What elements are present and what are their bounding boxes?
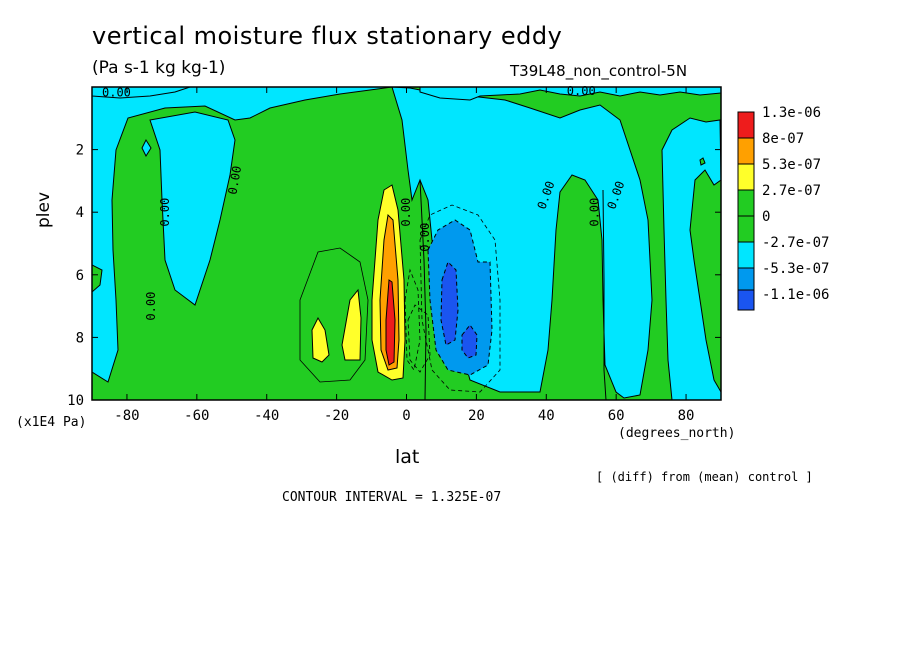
colorbar-legend: 1.3e-06 8e-07 5.3e-07 2.7e-07 0 -2.7e-07 -5.3e… [737,105,829,311]
positive-lobe-mid [341,288,362,361]
positive-island-nh [699,157,706,166]
colorbar-swatch [737,137,755,165]
negative-region-top [92,87,191,99]
contour-interval: CONTOUR INTERVAL = 1.325E-07 [282,490,502,505]
colorbar-swatch [737,189,755,217]
top-band-contour [419,87,721,101]
x-tick-label: -60 [184,408,209,424]
y-tick-label: 6 [76,268,84,284]
negative-contour-ring-1 [419,204,501,393]
colorbar-swatch [737,111,755,139]
y-tick-label: 10 [67,393,84,409]
colorbar-label: 5.3e-07 [762,157,821,173]
x-tick-label: 60 [608,408,625,424]
negative-region-sh-west [92,87,393,383]
run-label: T39L48_non_control-5N [510,62,688,80]
negative-region-sh-gap [149,111,236,306]
contour-label: 0.00 [158,198,172,227]
negative-contour-ring-2 [404,268,421,371]
y-axis-ticks: 2 4 6 8 10 [67,143,721,409]
negative-core-strong-a [440,261,459,346]
colorbar-swatch [737,241,755,269]
x-tick-label: 20 [468,408,485,424]
contour-label: 0.00 [144,292,158,321]
negative-region-nh-east [661,117,721,400]
contour-label: 0.00 [567,84,596,98]
colorbar-swatch [737,163,755,191]
diff-note: [ (diff) from (mean) control ] [596,470,813,484]
x-axis-label: lat [395,446,420,468]
positive-island-sh [92,264,103,293]
colorbar-label: -2.7e-07 [762,235,829,251]
contour-label: 0.00 [225,165,244,196]
negative-contour-ring-3 [407,304,431,373]
contour-label: 0.00 [102,85,131,99]
y-tick-label: 8 [76,330,84,346]
chart-title: vertical moisture flux stationary eddy [92,22,563,50]
colorbar-label: 2.7e-07 [762,183,821,199]
colorbar-label: -1.1e-06 [762,287,829,303]
chart-units: (Pa s-1 kg kg-1) [92,58,226,78]
x-tick-label: -80 [114,408,139,424]
y-axis-units: (x1E4 Pa) [16,415,87,430]
positive-lobe-west [311,316,330,363]
x-tick-label: 80 [678,408,695,424]
positive-lobe-outline [299,247,369,383]
negative-island-west [141,138,152,158]
contour-label: 0.00 [588,198,602,227]
positive-core-red [385,279,396,366]
negative-core-strong-b [461,324,478,359]
x-tick-label: -20 [324,408,349,424]
colorbar-label: -5.3e-07 [762,261,829,277]
colorbar-swatch [737,215,755,243]
zero-contour-line-b [602,189,607,400]
y-tick-label: 4 [76,205,84,221]
x-tick-label: 40 [538,408,555,424]
contour-label: 0.00 [418,223,432,252]
contour-label: 0.00 [399,198,413,227]
zero-contour-line-a [419,179,427,400]
y-tick-label: 2 [76,143,84,159]
colorbar-label: 0 [762,209,770,225]
colorbar-label: 1.3e-06 [762,105,821,121]
x-axis-ticks: -80 -60 -40 -20 0 20 40 60 80 [114,87,694,424]
x-tick-label: 0 [402,408,410,424]
colorbar-swatch [737,289,755,311]
colorbar-label: 8e-07 [762,131,804,147]
x-axis-units: (degrees_north) [618,426,736,441]
x-tick-label: -40 [254,408,279,424]
